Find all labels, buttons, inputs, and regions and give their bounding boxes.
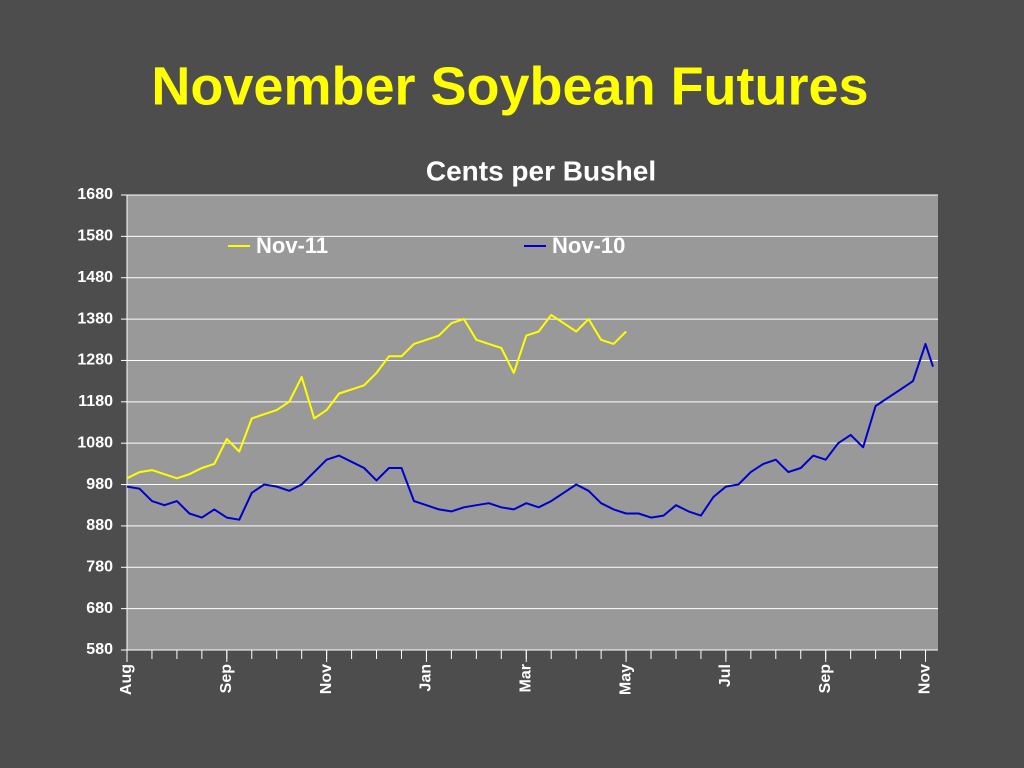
chart-subtitle: Cents per Bushel (426, 155, 656, 186)
legend-label: Nov-11 (256, 233, 328, 258)
y-tick-label: 980 (86, 476, 113, 493)
y-tick-label: 680 (86, 600, 113, 617)
y-tick-label: 1480 (77, 269, 113, 286)
chart-title: November Soybean Futures (151, 56, 868, 116)
y-tick-label: 1180 (78, 393, 113, 410)
x-tick-label: Nov (318, 664, 335, 694)
x-tick-label: May (617, 664, 634, 695)
x-tick-label: Mar (517, 664, 534, 692)
y-tick-label: 580 (86, 641, 113, 658)
x-tick-label: Sep (218, 664, 235, 694)
y-tick-label: 1580 (77, 228, 113, 245)
x-tick-label: Sep (817, 664, 834, 694)
y-tick-label: 780 (86, 558, 113, 575)
y-tick-label: 1080 (77, 434, 113, 451)
x-tick-label: Nov (917, 664, 934, 694)
x-tick-label: Jan (418, 664, 435, 692)
x-tick-label: Aug (118, 664, 135, 695)
plot-area (127, 195, 938, 650)
y-tick-label: 1280 (77, 352, 113, 369)
x-tick-label: Jul (717, 664, 734, 687)
y-tick-label: 1380 (77, 310, 113, 327)
series-line (126, 314, 627, 480)
y-tick-label: 1680 (77, 186, 113, 203)
legend-label: Nov-10 (552, 233, 625, 258)
series-line (126, 342, 934, 521)
y-tick-label: 880 (86, 517, 113, 534)
